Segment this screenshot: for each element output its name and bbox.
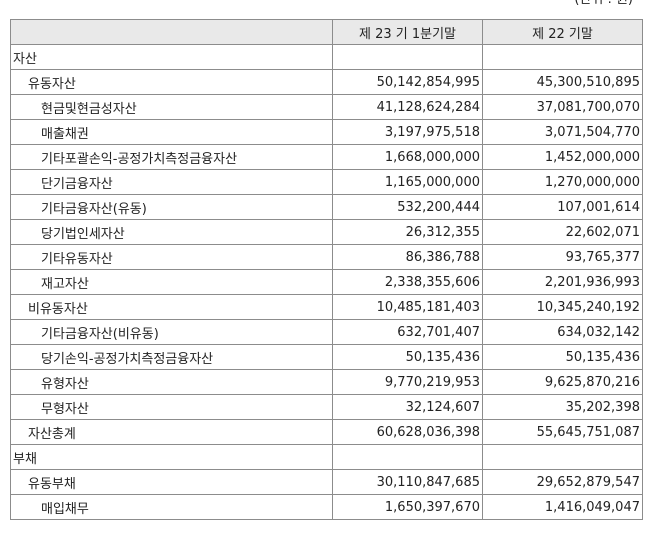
table-row: 기타유동자산 86,386,788 93,765,377	[10, 244, 643, 270]
account-name-cell: 유동부채	[10, 469, 333, 495]
account-name-cell: 유동자산	[10, 69, 333, 95]
prior-period-value-cell	[482, 44, 643, 70]
table-row: 단기금융자산 1,165,000,000 1,270,000,000	[10, 169, 643, 195]
header-prior-period: 제 22 기말	[482, 19, 643, 45]
table-row: 기타포괄손익-공정가치측정금융자산 1,668,000,000 1,452,000,…	[10, 144, 643, 170]
current-period-value-cell: 1,668,000,000	[332, 144, 483, 170]
prior-period-value-cell: 3,071,504,770	[482, 119, 643, 145]
table-row: 기타금융자산(유동) 532,200,444 107,001,614	[10, 194, 643, 220]
prior-period-value-cell: 1,452,000,000	[482, 144, 643, 170]
table-row: 유동자산 50,142,854,995 45,300,510,895	[10, 69, 643, 95]
prior-period-value-cell: 634,032,142	[482, 319, 643, 345]
current-period-value-cell: 1,165,000,000	[332, 169, 483, 195]
current-period-value-cell: 26,312,355	[332, 219, 483, 245]
account-name-cell: 단기금융자산	[10, 169, 333, 195]
prior-period-value-cell: 45,300,510,895	[482, 69, 643, 95]
current-period-value-cell: 3,197,975,518	[332, 119, 483, 145]
current-period-value-cell: 60,628,036,398	[332, 419, 483, 445]
account-name-cell: 무형자산	[10, 394, 333, 420]
current-period-value-cell: 532,200,444	[332, 194, 483, 220]
prior-period-value-cell: 10,345,240,192	[482, 294, 643, 320]
account-name-cell: 재고자산	[10, 269, 333, 295]
account-name-cell: 기타금융자산(비유동)	[10, 319, 333, 345]
table-row: 매입채무 1,650,397,670 1,416,049,047	[10, 494, 643, 520]
table-row: 무형자산 32,124,607 35,202,398	[10, 394, 643, 420]
prior-period-value-cell: 93,765,377	[482, 244, 643, 270]
current-period-value-cell: 50,142,854,995	[332, 69, 483, 95]
current-period-value-cell: 632,701,407	[332, 319, 483, 345]
prior-period-value-cell: 2,201,936,993	[482, 269, 643, 295]
account-name-cell: 자산	[10, 44, 333, 70]
table-row: 자산	[10, 44, 643, 70]
current-period-value-cell: 32,124,607	[332, 394, 483, 420]
prior-period-value-cell: 1,270,000,000	[482, 169, 643, 195]
table-row: 당기손익-공정가치측정금융자산 50,135,436 50,135,436	[10, 344, 643, 370]
current-period-value-cell: 41,128,624,284	[332, 94, 483, 120]
prior-period-value-cell	[482, 444, 643, 470]
table-row: 현금및현금성자산 41,128,624,284 37,081,700,070	[10, 94, 643, 120]
table-row: 당기법인세자산 26,312,355 22,602,071	[10, 219, 643, 245]
table-row: 유동부채 30,110,847,685 29,652,879,547	[10, 469, 643, 495]
current-period-value-cell: 1,650,397,670	[332, 494, 483, 520]
account-name-cell: 비유동자산	[10, 294, 333, 320]
prior-period-value-cell: 9,625,870,216	[482, 369, 643, 395]
account-name-cell: 매입채무	[10, 494, 333, 520]
table-row: 유형자산 9,770,219,953 9,625,870,216	[10, 369, 643, 395]
table-row: 매출채권 3,197,975,518 3,071,504,770	[10, 119, 643, 145]
table-row: 재고자산 2,338,355,606 2,201,936,993	[10, 269, 643, 295]
account-name-cell: 유형자산	[10, 369, 333, 395]
table-row: 비유동자산 10,485,181,403 10,345,240,192	[10, 294, 643, 320]
table-row: 기타금융자산(비유동) 632,701,407 634,032,142	[10, 319, 643, 345]
prior-period-value-cell: 37,081,700,070	[482, 94, 643, 120]
account-name-cell: 당기법인세자산	[10, 219, 333, 245]
current-period-value-cell	[332, 44, 483, 70]
prior-period-value-cell: 22,602,071	[482, 219, 643, 245]
current-period-value-cell: 30,110,847,685	[332, 469, 483, 495]
current-period-value-cell: 50,135,436	[332, 344, 483, 370]
prior-period-value-cell: 29,652,879,547	[482, 469, 643, 495]
current-period-value-cell	[332, 444, 483, 470]
account-name-cell: 자산총계	[10, 419, 333, 445]
account-name-cell: 기타금융자산(유동)	[10, 194, 333, 220]
prior-period-value-cell: 55,645,751,087	[482, 419, 643, 445]
account-name-cell: 부채	[10, 444, 333, 470]
prior-period-value-cell: 1,416,049,047	[482, 494, 643, 520]
account-name-cell: 현금및현금성자산	[10, 94, 333, 120]
account-name-cell: 매출채권	[10, 119, 333, 145]
current-period-value-cell: 10,485,181,403	[332, 294, 483, 320]
current-period-value-cell: 2,338,355,606	[332, 269, 483, 295]
prior-period-value-cell: 107,001,614	[482, 194, 643, 220]
table-row: 자산총계 60,628,036,398 55,645,751,087	[10, 419, 643, 445]
prior-period-value-cell: 35,202,398	[482, 394, 643, 420]
table-row: 부채	[10, 444, 643, 470]
header-current-period: 제 23 기 1분기말	[332, 19, 483, 45]
account-name-cell: 기타유동자산	[10, 244, 333, 270]
header-account	[10, 19, 333, 45]
current-period-value-cell: 9,770,219,953	[332, 369, 483, 395]
balance-sheet-table: 제 23 기 1분기말 제 22 기말 자산 유동자산 50,142,854,995…	[10, 19, 643, 520]
unit-note: (단위 : 원)	[574, 0, 633, 9]
table-header-row: 제 23 기 1분기말 제 22 기말	[10, 19, 643, 45]
table-body: 자산 유동자산 50,142,854,995 45,300,510,895 현금및현금성…	[10, 44, 643, 520]
prior-period-value-cell: 50,135,436	[482, 344, 643, 370]
current-period-value-cell: 86,386,788	[332, 244, 483, 270]
account-name-cell: 당기손익-공정가치측정금융자산	[10, 344, 333, 370]
account-name-cell: 기타포괄손익-공정가치측정금융자산	[10, 144, 333, 170]
